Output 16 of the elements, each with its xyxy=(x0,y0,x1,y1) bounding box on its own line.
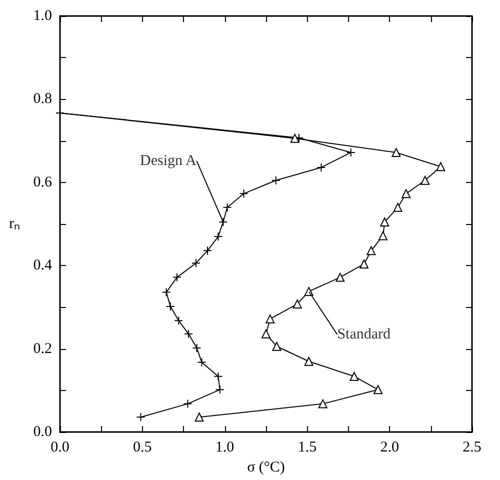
y-tick-label: 0.8 xyxy=(33,91,52,108)
y-tick-label: 0.0 xyxy=(33,424,52,440)
y-tick-label: 0.2 xyxy=(33,340,52,357)
x-tick-label: 0.0 xyxy=(50,440,70,456)
x-tick-label: 1.5 xyxy=(298,440,317,456)
x-axis-title: σ (°C) xyxy=(247,460,285,476)
annotation: Design A xyxy=(140,152,196,169)
annotation: Standard xyxy=(337,326,392,342)
y-tick-label: 0.6 xyxy=(33,174,52,190)
x-tick-label: 2.0 xyxy=(380,440,399,456)
y-axis-title: rₙ xyxy=(9,216,20,232)
x-tick-label: 2.5 xyxy=(462,440,482,456)
x-tick-label: 0.5 xyxy=(133,440,152,456)
y-tick-label: 1.0 xyxy=(33,8,52,24)
y-tick-label: 0.4 xyxy=(33,258,52,274)
x-tick-label: 1.0 xyxy=(215,440,234,456)
